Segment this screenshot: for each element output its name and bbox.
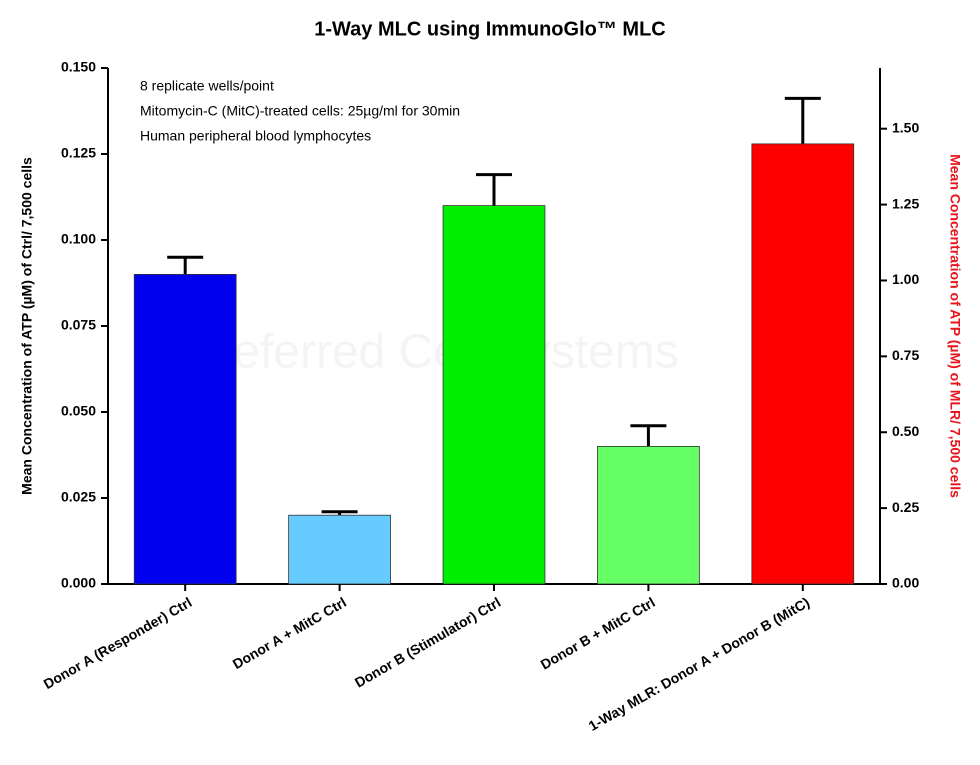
y2-tick-label: 0.75 (892, 347, 919, 363)
y2-tick-label: 0.50 (892, 423, 919, 439)
watermark: Preferred Cell Systems (185, 326, 678, 379)
bar (288, 514, 391, 585)
y2-tick-label: 1.25 (892, 195, 919, 211)
y-tick-label: 0.000 (61, 575, 96, 591)
y-tick-label: 0.025 (61, 489, 96, 505)
annotation: 8 replicate wells/point (140, 78, 274, 94)
y-tick-label: 0.100 (61, 231, 96, 247)
bar (597, 445, 700, 585)
chart-title: 1-Way MLC using ImmunoGlo™ MLC (314, 18, 665, 40)
y-tick-label: 0.050 (61, 403, 96, 419)
x-tick-label: Donor B (Stimulator) Ctrl (352, 594, 503, 691)
x-tick-label: Donor A + MitC Ctrl (230, 594, 349, 672)
annotation: Mitomycin-C (MitC)-treated cells: 25µg/m… (140, 103, 460, 119)
bar (133, 273, 237, 585)
y2-tick-label: 1.50 (892, 119, 919, 135)
y-axis-title: Mean Concentration of ATP (µM) of Ctrl/ … (19, 157, 35, 495)
bar (751, 143, 855, 585)
y-tick-label: 0.075 (61, 317, 96, 333)
y-tick-label: 0.125 (61, 145, 96, 161)
y2-tick-label: 0.25 (892, 499, 919, 515)
bar (442, 205, 546, 585)
y-tick-label: 0.150 (61, 59, 96, 75)
y2-axis-title: Mean Concentration of ATP (µM) of MLR/ 7… (947, 154, 963, 498)
y2-tick-label: 1.00 (892, 271, 919, 287)
annotation: Human peripheral blood lymphocytes (140, 128, 371, 144)
x-tick-label: Donor B + MitC Ctrl (538, 594, 658, 673)
y2-tick-label: 0.00 (892, 575, 919, 591)
x-tick-label: Donor A (Responder) Ctrl (41, 594, 195, 692)
